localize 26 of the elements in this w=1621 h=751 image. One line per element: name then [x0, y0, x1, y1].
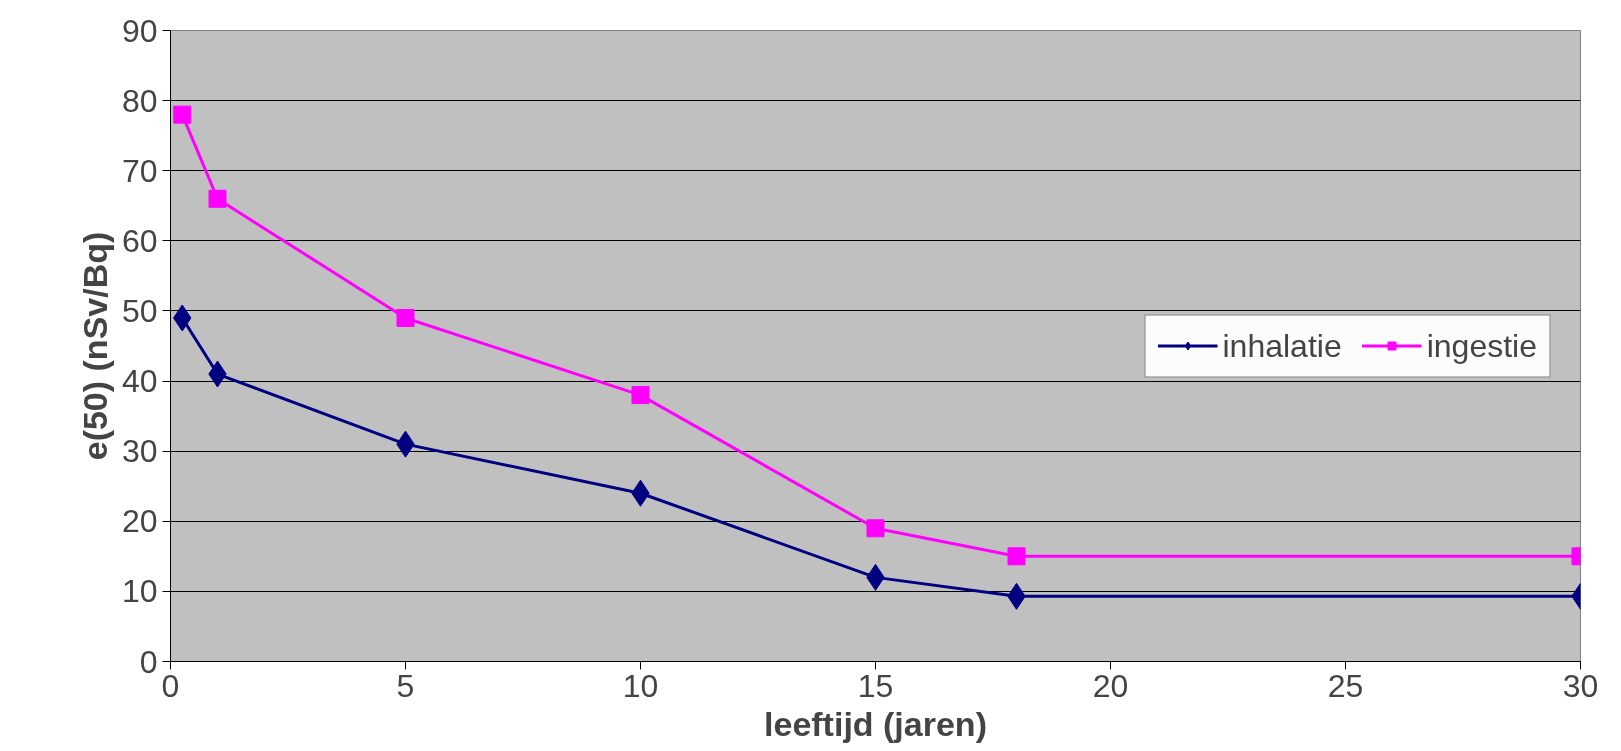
y-tick-label: 60	[121, 222, 158, 259]
y-tick-label: 40	[121, 363, 158, 400]
point	[1007, 547, 1026, 566]
x-tick-label: 20	[1092, 667, 1129, 704]
x-tick-label: 30	[1562, 667, 1599, 704]
x-tick-label: 15	[857, 667, 894, 704]
y-tick-label: 80	[121, 82, 158, 119]
y-tick-label: 50	[121, 292, 158, 329]
y-tick-label: 90	[121, 12, 158, 49]
y-axis-title: e(50) (nSv/Bq)	[75, 231, 114, 461]
y-tick-label: 30	[121, 433, 158, 470]
point	[631, 386, 650, 405]
x-tick-label: 10	[622, 667, 659, 704]
y-tick-label: 0	[139, 643, 158, 680]
y-tick-label: 20	[121, 503, 158, 540]
y-tick-label: 10	[121, 573, 158, 610]
point	[396, 308, 415, 327]
legend-label: inhalatie	[1222, 327, 1342, 364]
x-tick-label: 25	[1327, 667, 1364, 704]
x-axis-title: leeftijd (jaren)	[764, 704, 987, 743]
x-tick-label: 5	[396, 667, 415, 704]
y-tick-label: 70	[121, 152, 158, 189]
point	[208, 189, 227, 208]
point	[866, 519, 885, 538]
legend-label: ingestie	[1426, 327, 1537, 364]
point	[173, 105, 192, 124]
